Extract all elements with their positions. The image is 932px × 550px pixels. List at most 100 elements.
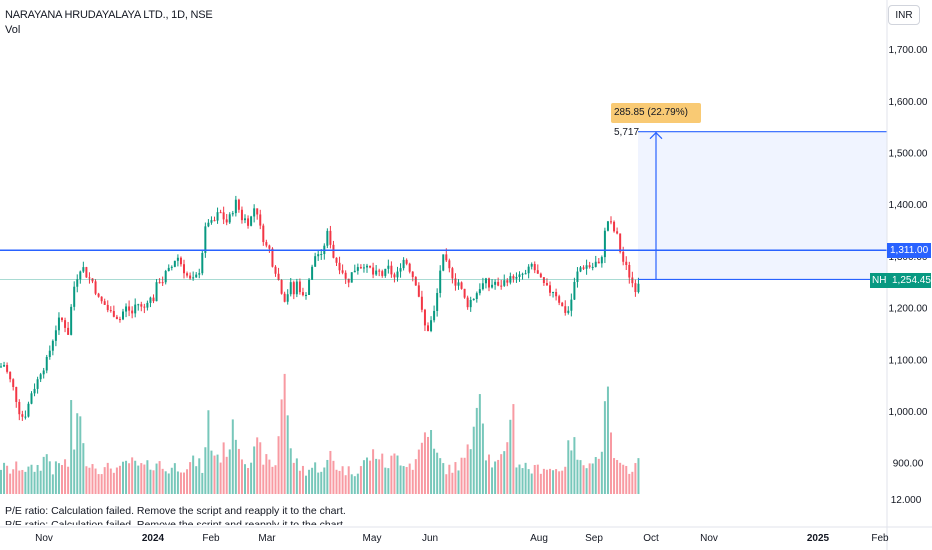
- candle-body: [128, 306, 131, 311]
- candle-body: [259, 214, 262, 226]
- symbol-title[interactable]: NARAYANA HRUDAYALAYA LTD., 1D, NSE: [5, 9, 213, 21]
- volume-bar: [9, 473, 12, 494]
- candle-body: [97, 293, 100, 297]
- candle-body: [524, 273, 527, 275]
- candle-body: [213, 220, 216, 222]
- volume-bar: [289, 448, 292, 494]
- candle-body: [393, 274, 396, 278]
- candle-body: [637, 283, 640, 293]
- volume-bar: [570, 450, 573, 494]
- volume-bar: [469, 449, 472, 494]
- volume-bar: [45, 454, 48, 494]
- candle-body: [512, 276, 515, 279]
- volume-bar: [231, 419, 234, 494]
- candle-body: [109, 310, 112, 312]
- volume-indicator-label[interactable]: Vol: [5, 24, 21, 36]
- volume-bar: [591, 463, 594, 494]
- candle-body: [497, 281, 500, 286]
- candle-body: [481, 283, 484, 290]
- volume-bar: [286, 415, 289, 494]
- candle-body: [216, 212, 219, 221]
- candle-body: [244, 218, 246, 221]
- candle-body: [631, 277, 634, 284]
- pe-ratio-message-2: P/E ratio: Calculation failed. Remove th…: [5, 519, 346, 525]
- measure-box[interactable]: [638, 131, 887, 280]
- volume-bar: [317, 472, 320, 494]
- candle-body: [405, 259, 408, 264]
- volume-bar: [274, 465, 277, 494]
- volume-bar: [70, 400, 73, 494]
- candle-body: [18, 401, 21, 415]
- last-price-symbol-tag[interactable]: NH: [870, 273, 889, 288]
- volume-bar: [201, 472, 204, 494]
- measure-label[interactable]: 285.85 (22.79%) 5,717: [611, 103, 701, 138]
- candle-body: [33, 388, 36, 394]
- candle-body: [362, 267, 365, 269]
- time-axis[interactable]: Nov 2024 Feb Mar May Jun Aug Sep Oct Nov 2025 Feb: [0, 526, 932, 544]
- candle-body: [140, 304, 143, 307]
- candle-body: [283, 293, 286, 302]
- last-price-tag[interactable]: 1,254.45: [889, 273, 931, 288]
- candle-body: [341, 270, 344, 273]
- price-tick-label: 1,500.00: [889, 149, 928, 160]
- candle-body: [137, 304, 140, 306]
- volume-bar: [207, 410, 210, 494]
- volume-bar: [42, 456, 45, 494]
- candle-body: [79, 271, 82, 280]
- candle-body: [301, 292, 304, 296]
- volume-bar: [183, 472, 185, 494]
- candle-body: [167, 267, 170, 272]
- volume-bar: [463, 457, 466, 494]
- volume-bar: [366, 457, 368, 494]
- volume-bar: [549, 468, 551, 494]
- volume-bar: [82, 443, 85, 494]
- price-tick-label: 900.00: [893, 459, 924, 470]
- candle-body: [454, 278, 457, 286]
- candle-body: [45, 356, 48, 371]
- currency-button[interactable]: INR: [888, 5, 920, 25]
- volume-bar: [292, 462, 295, 494]
- candle-body: [207, 222, 210, 227]
- candle-body: [247, 218, 250, 226]
- chart-overlays[interactable]: [0, 131, 887, 281]
- volume-bar: [478, 394, 481, 494]
- candle-body: [228, 214, 231, 223]
- volume-bar: [613, 458, 616, 494]
- candle-body: [222, 212, 225, 220]
- candle-body: [399, 268, 402, 272]
- candle-body: [500, 285, 503, 287]
- candle-body: [375, 270, 378, 275]
- volume-bar: [298, 470, 301, 494]
- volume-bar: [234, 439, 237, 494]
- candle-body: [39, 374, 42, 380]
- resistance-price-tag[interactable]: 1,311.00: [887, 243, 931, 258]
- price-tick-label: 1,400.00: [889, 200, 928, 211]
- candle-body: [198, 273, 201, 275]
- volume-bar: [344, 475, 347, 494]
- volume-bar: [396, 455, 399, 494]
- volume-bar: [186, 469, 189, 494]
- volume-bar: [256, 437, 259, 494]
- volume-bar: [338, 470, 341, 494]
- volume-bar: [237, 448, 240, 494]
- price-tick-label: 1,000.00: [889, 407, 928, 418]
- candle-body: [335, 257, 338, 263]
- candle-body: [195, 274, 198, 278]
- candle-body: [125, 306, 128, 312]
- volume-bar: [259, 442, 262, 494]
- candle-body: [536, 270, 539, 274]
- volume-bar: [637, 458, 640, 494]
- time-tick-label: Nov: [700, 533, 718, 544]
- candle-body: [369, 265, 372, 268]
- candle-body: [628, 264, 631, 278]
- measure-arrowhead: [649, 131, 663, 140]
- candle-body: [463, 288, 466, 298]
- volume-bar: [582, 465, 585, 494]
- volume-bar: [628, 473, 631, 494]
- volume-bar: [341, 466, 344, 494]
- volume-bar: [109, 468, 112, 494]
- candle-body: [305, 294, 307, 296]
- volume-bar: [558, 471, 561, 494]
- volume-bar: [390, 455, 393, 494]
